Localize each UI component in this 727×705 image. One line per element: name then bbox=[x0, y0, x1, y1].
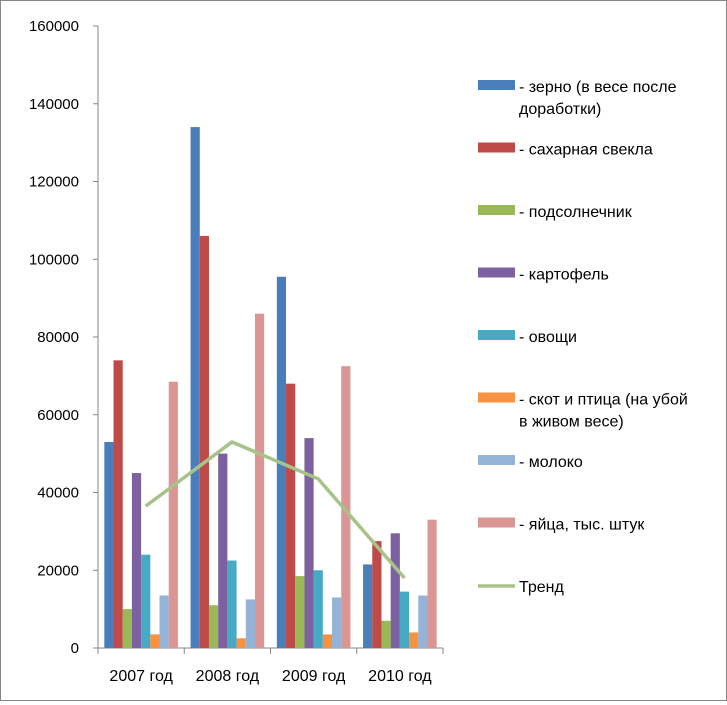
bar bbox=[313, 570, 323, 648]
x-tick-label: 2007 год bbox=[109, 668, 173, 685]
legend-label: - яйца, тыс. штук bbox=[519, 517, 645, 534]
bar bbox=[199, 235, 209, 649]
y-tick-label: 100000 bbox=[29, 251, 79, 268]
legend-swatch bbox=[478, 392, 515, 403]
bar bbox=[304, 438, 314, 648]
bar bbox=[332, 597, 342, 648]
bar bbox=[150, 634, 160, 648]
legend-swatch bbox=[478, 455, 515, 465]
bar bbox=[159, 595, 169, 648]
legend-label: - овощи bbox=[519, 329, 577, 346]
bar bbox=[381, 620, 391, 648]
legend-entry: Тренд bbox=[478, 579, 565, 596]
y-tick-label: 80000 bbox=[37, 329, 79, 346]
y-tick-label: 40000 bbox=[37, 485, 79, 502]
y-tick-label: 0 bbox=[71, 640, 79, 657]
bar bbox=[390, 533, 400, 648]
bar bbox=[427, 519, 437, 648]
legend-entry: - яйца, тыс. штук bbox=[478, 517, 645, 534]
legend-entry: - овощи bbox=[478, 329, 577, 346]
legend-label: - картофель bbox=[519, 267, 609, 284]
bar bbox=[122, 609, 132, 648]
legend-label: - подсолнечник bbox=[519, 204, 633, 221]
bar bbox=[131, 473, 142, 648]
legend: - зерно (в весе после доработки) - сахарна… bbox=[478, 79, 688, 596]
bar bbox=[409, 632, 419, 648]
bar bbox=[218, 453, 228, 648]
bar bbox=[168, 381, 178, 648]
bar bbox=[104, 441, 114, 648]
legend-entry: - скот и птица (на убой в живом весе) bbox=[478, 392, 688, 431]
bar bbox=[113, 360, 123, 648]
legend-label: - зерно (в весе после доработки) bbox=[519, 79, 677, 118]
bar bbox=[322, 634, 333, 648]
legend-swatch bbox=[478, 205, 515, 215]
y-tick-label: 20000 bbox=[37, 562, 79, 579]
bar bbox=[286, 383, 296, 648]
plot-area: 0 20000 40000 60000 80000 100000 120000 140000 1… bbox=[29, 18, 444, 685]
bar bbox=[372, 541, 382, 648]
y-tick-label: 140000 bbox=[29, 96, 79, 113]
bar bbox=[363, 564, 373, 648]
legend-label: - сахарная свекла bbox=[519, 142, 653, 159]
legend-entry: - картофель bbox=[478, 267, 609, 284]
bar bbox=[227, 560, 237, 648]
x-tick-label: 2008 год bbox=[196, 668, 260, 685]
legend-label: - молоко bbox=[519, 454, 583, 471]
bar bbox=[141, 554, 151, 648]
legend-swatch bbox=[478, 267, 515, 278]
y-tick-label: 60000 bbox=[37, 407, 79, 424]
bar bbox=[208, 605, 219, 648]
legend-swatch bbox=[478, 142, 515, 153]
x-tick-label: 2010 год bbox=[368, 668, 432, 685]
trend-line bbox=[144, 440, 406, 580]
legend-swatch bbox=[478, 330, 515, 340]
legend-entry: - сахарная свекла bbox=[478, 142, 653, 159]
x-tick-label: 2009 год bbox=[282, 668, 346, 685]
bar bbox=[295, 576, 305, 648]
bar bbox=[254, 313, 265, 648]
bar bbox=[190, 127, 200, 648]
bar bbox=[236, 638, 246, 648]
legend-label: Тренд bbox=[519, 579, 565, 596]
bar bbox=[399, 591, 410, 648]
y-tick-label: 120000 bbox=[29, 174, 79, 191]
bar bbox=[341, 366, 351, 648]
legend-entry: - зерно (в весе после доработки) bbox=[478, 79, 677, 118]
legend-entry: - молоко bbox=[478, 454, 583, 471]
legend-swatch bbox=[478, 80, 515, 90]
bar bbox=[245, 599, 255, 648]
bar bbox=[418, 595, 428, 648]
legend-entry: - подсолнечник bbox=[478, 204, 633, 221]
legend-swatch bbox=[478, 517, 515, 528]
legend-label: - скот и птица (на убой в живом весе) bbox=[519, 392, 688, 431]
y-tick-label: 160000 bbox=[29, 18, 79, 35]
